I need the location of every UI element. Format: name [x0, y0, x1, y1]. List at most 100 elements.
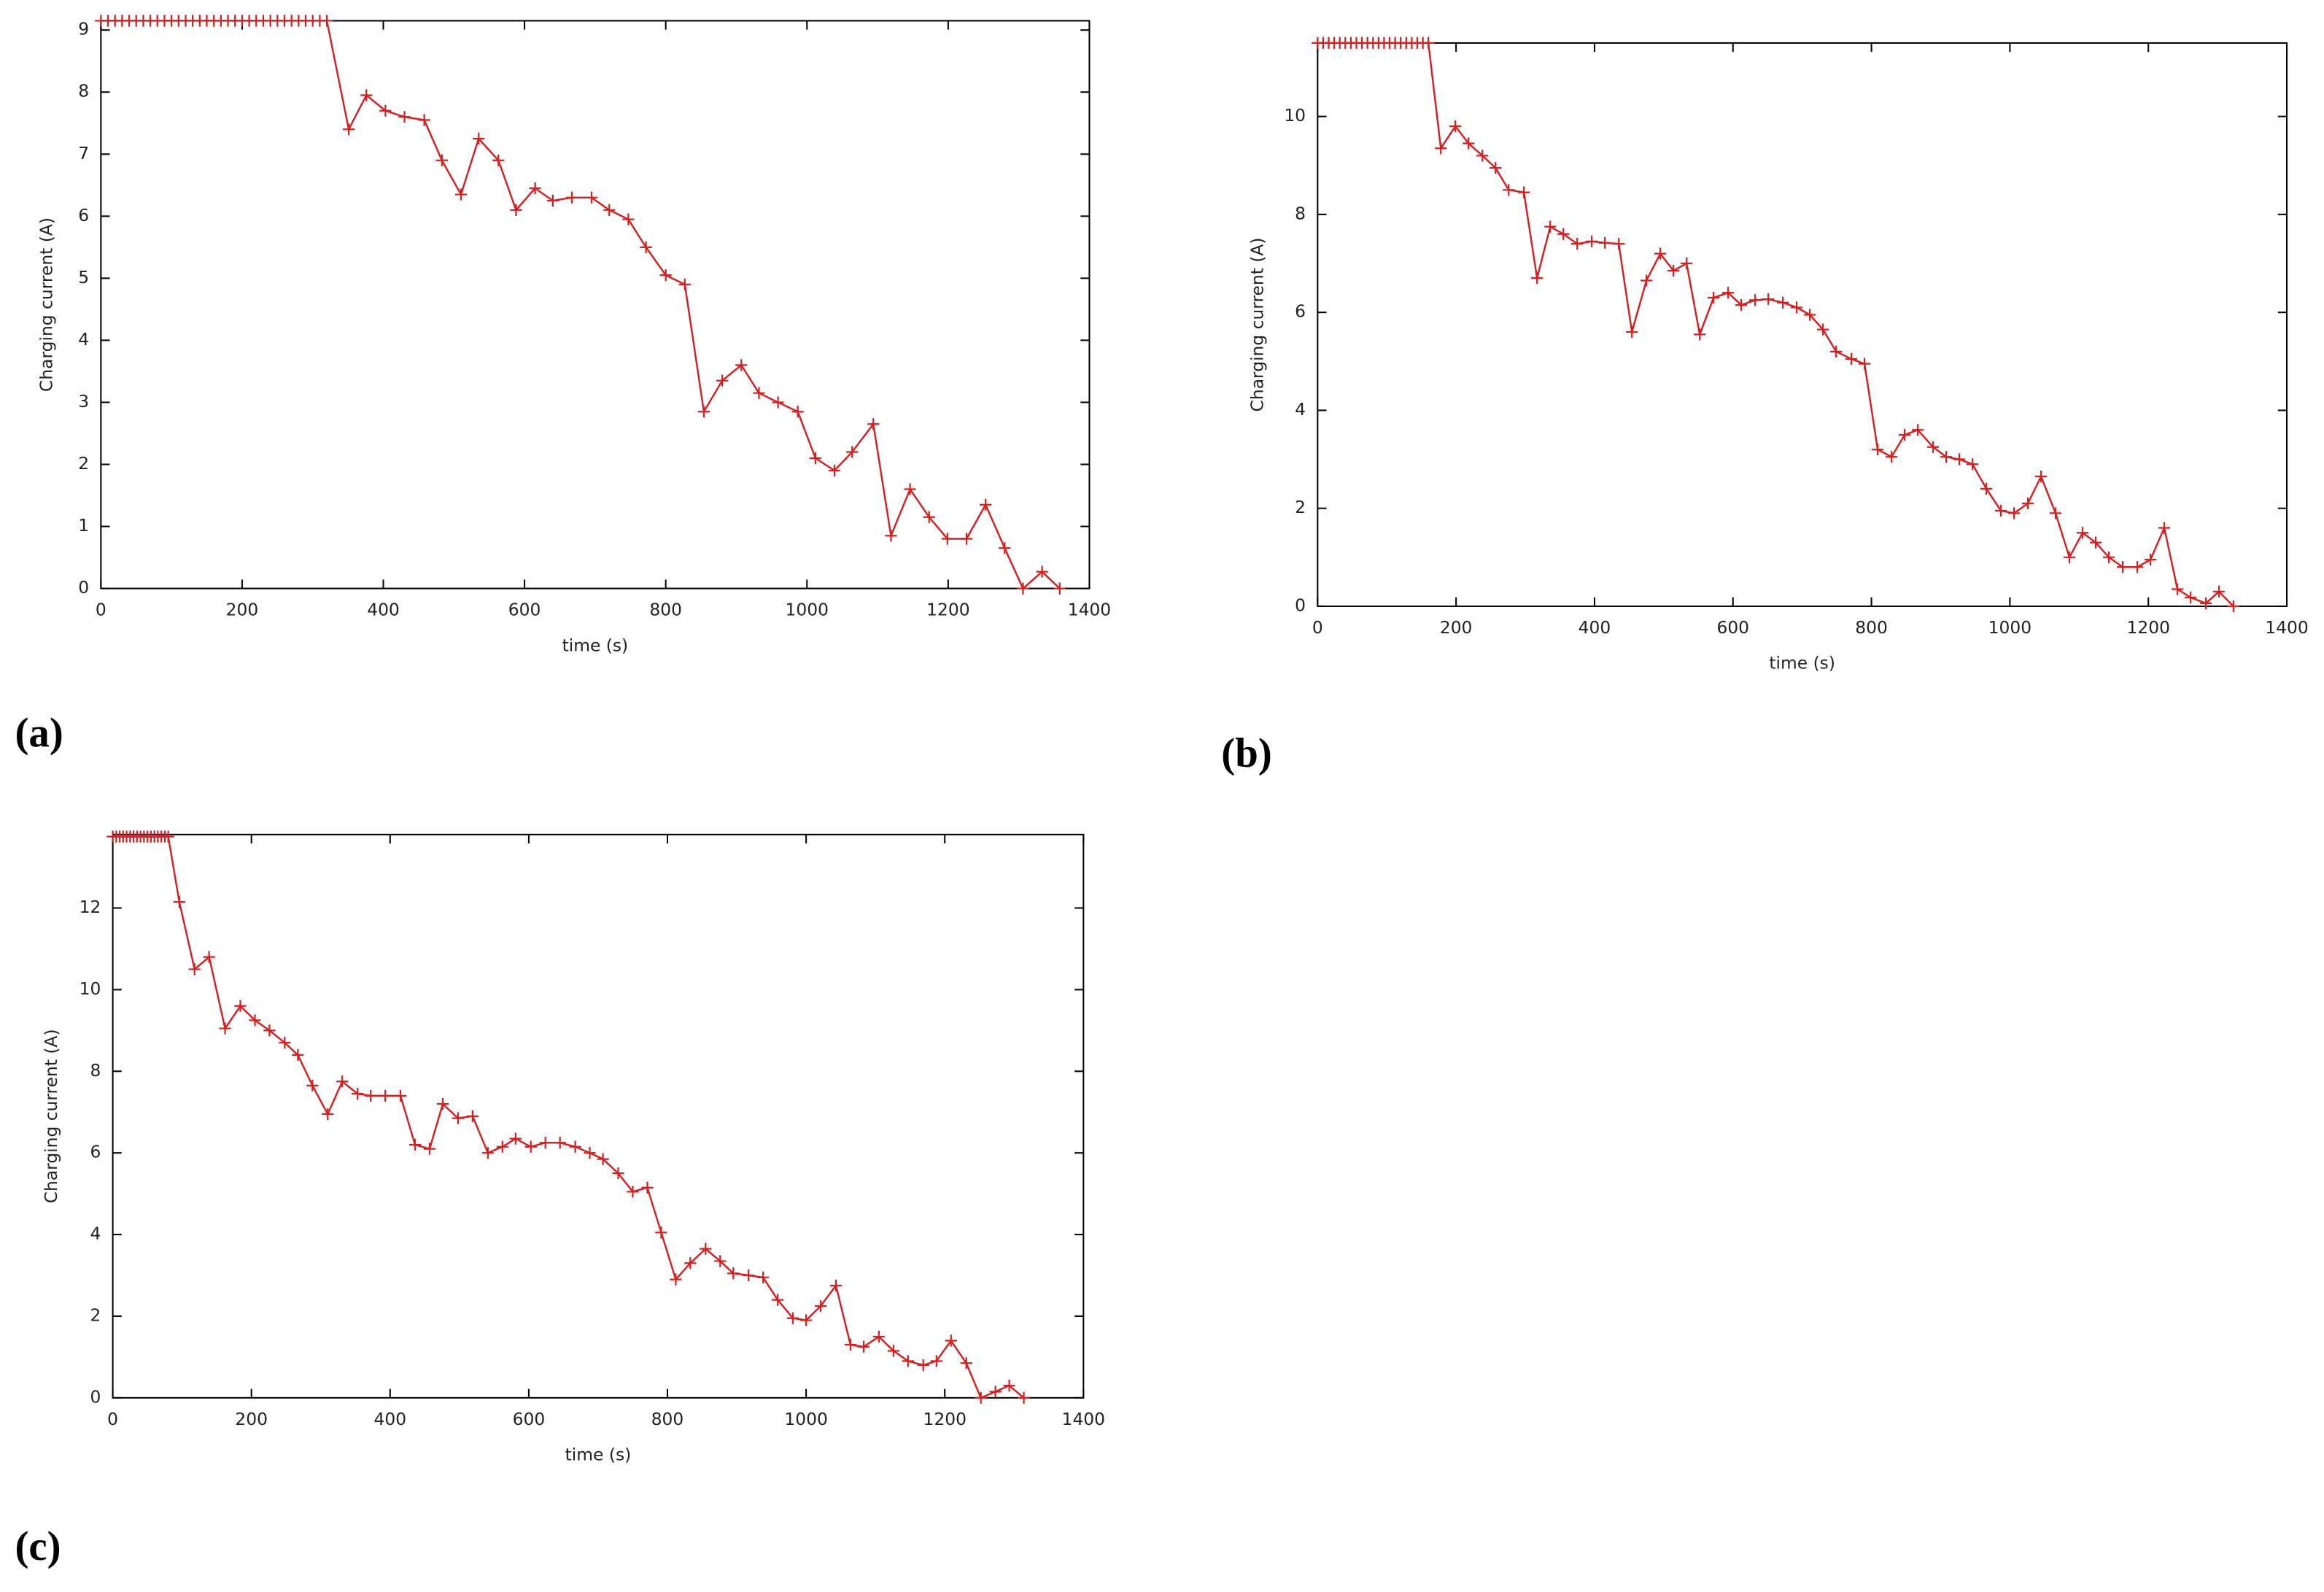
marker [473, 132, 485, 145]
chart: 0 2 4 6 8 10 0 200 400 600 800 1000 1200 1400 time (s)… [1221, 36, 2309, 776]
marker [1872, 443, 1884, 456]
marker [2199, 597, 2212, 610]
marker [1953, 453, 1966, 465]
marker [292, 1048, 304, 1062]
panel-label: (c) [15, 1523, 61, 1569]
marker [945, 1334, 957, 1347]
marker [1749, 294, 1762, 306]
y-tick-label: 8 [1295, 203, 1306, 223]
marker [828, 464, 841, 477]
marker [342, 123, 355, 136]
marker [603, 204, 616, 216]
marker [1817, 323, 1829, 336]
x-tick-label: 0 [1312, 617, 1323, 638]
marker [539, 1137, 551, 1149]
marker [2076, 527, 2089, 539]
panel-label: (a) [15, 710, 63, 756]
marker [1490, 161, 1502, 174]
x-axis-label: time (s) [562, 635, 629, 655]
marker [219, 1022, 231, 1035]
marker [436, 1097, 449, 1110]
y-tick-label: 7 [78, 143, 89, 163]
y-tick-label: 4 [1295, 399, 1306, 420]
marker [466, 1110, 479, 1122]
marker [1845, 352, 1858, 366]
marker [2089, 536, 2102, 549]
marker [492, 154, 505, 166]
marker [423, 1143, 436, 1155]
marker [743, 1269, 755, 1282]
marker [1790, 301, 1803, 314]
marker [234, 1000, 247, 1012]
chart: 0 1 2 3 4 5 6 7 8 9 0 200 400 600 800 1000 1200 1400 time … [15, 15, 1111, 756]
marker [872, 1330, 886, 1343]
y-tick-label: 1 [78, 515, 89, 536]
marker [1018, 1391, 1030, 1404]
y-tick-label: 5 [78, 267, 89, 287]
marker [1735, 298, 1748, 312]
marker [1503, 184, 1515, 196]
marker [1912, 424, 1924, 436]
marker [716, 374, 729, 387]
x-tick-label: 600 [513, 1409, 546, 1429]
marker [772, 1294, 784, 1306]
marker [622, 213, 635, 225]
y-tick-label: 3 [78, 391, 89, 411]
panel-label: (b) [1221, 730, 1272, 776]
x-tick-label: 200 [235, 1409, 268, 1429]
marker [2144, 554, 2157, 566]
marker [322, 1108, 334, 1121]
marker [640, 241, 652, 253]
marker [697, 406, 710, 418]
marker [1053, 582, 1066, 595]
marker [279, 1037, 291, 1049]
marker [975, 1391, 987, 1404]
marker [365, 1089, 377, 1102]
marker [394, 1089, 407, 1102]
marker [1980, 482, 1993, 495]
x-tick-label: 1200 [2126, 617, 2169, 638]
marker [1613, 238, 1625, 250]
x-tick-label: 400 [373, 1409, 406, 1429]
marker [510, 204, 522, 216]
y-tick-label: 6 [90, 1142, 101, 1162]
marker [1626, 325, 1638, 339]
marker [1994, 504, 2007, 517]
x-tick-label: 800 [651, 1409, 684, 1429]
marker [1544, 220, 1557, 233]
marker [941, 533, 954, 545]
x-tick-label: 0 [107, 1409, 118, 1429]
y-tick-label: 10 [80, 978, 101, 999]
marker [641, 1181, 654, 1194]
marker [1449, 120, 1462, 133]
y-axis-label: Charging current (A) [41, 1029, 61, 1203]
marker [1681, 257, 1693, 270]
x-tick-label: 1200 [923, 1409, 966, 1429]
marker [772, 396, 784, 409]
x-tick-label: 800 [649, 600, 682, 620]
y-axis-label: Charging current (A) [1247, 237, 1268, 411]
marker [2171, 583, 2184, 595]
x-tick-label: 1000 [786, 600, 829, 620]
x-tick-label: 1400 [2265, 617, 2308, 638]
x-tick-label: 400 [367, 600, 400, 620]
marker [452, 1112, 465, 1124]
marker [1641, 274, 1653, 287]
marker [496, 1140, 508, 1153]
marker [735, 359, 748, 371]
marker [2034, 470, 2048, 483]
data-line [101, 20, 1061, 590]
marker [2063, 551, 2076, 563]
marker [1940, 451, 1953, 463]
marker [351, 1087, 364, 1100]
marker [2158, 522, 2171, 534]
x-tick-label: 600 [1716, 617, 1749, 638]
marker [2007, 507, 2021, 519]
x-tick-label: 1000 [784, 1409, 827, 1429]
y-tick-label: 8 [90, 1060, 101, 1081]
x-tick-label: 1000 [1988, 617, 2031, 638]
marker [904, 483, 916, 495]
marker [885, 530, 897, 542]
marker [188, 963, 201, 975]
